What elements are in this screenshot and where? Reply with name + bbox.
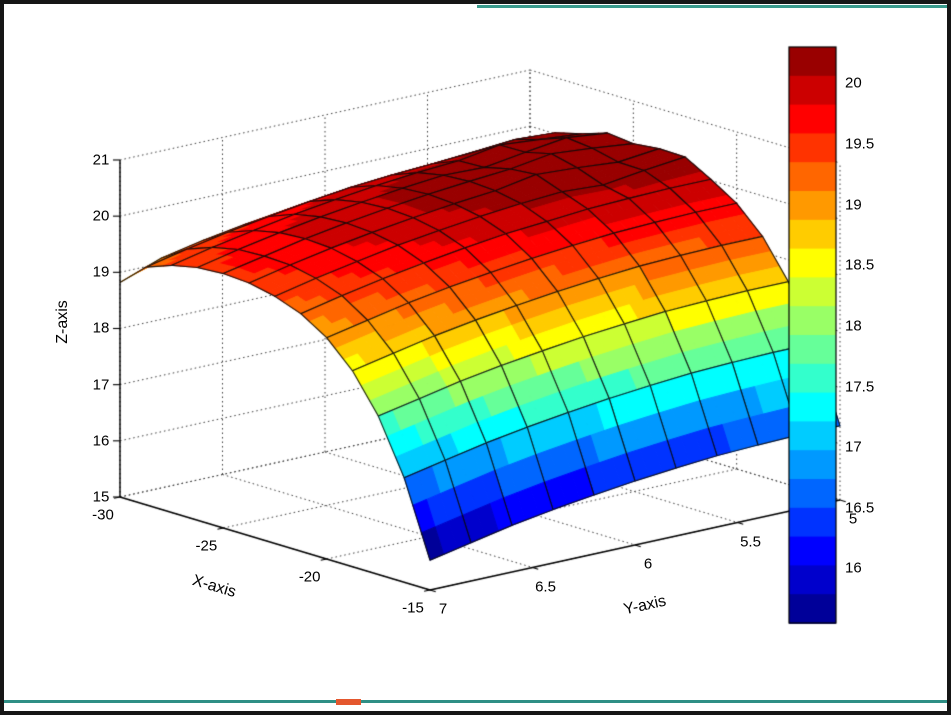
surface-plot-canvas [4,4,947,711]
bottom-progress-line [4,700,947,703]
bottom-progress-marker [336,699,361,705]
top-progress-line [477,5,947,8]
